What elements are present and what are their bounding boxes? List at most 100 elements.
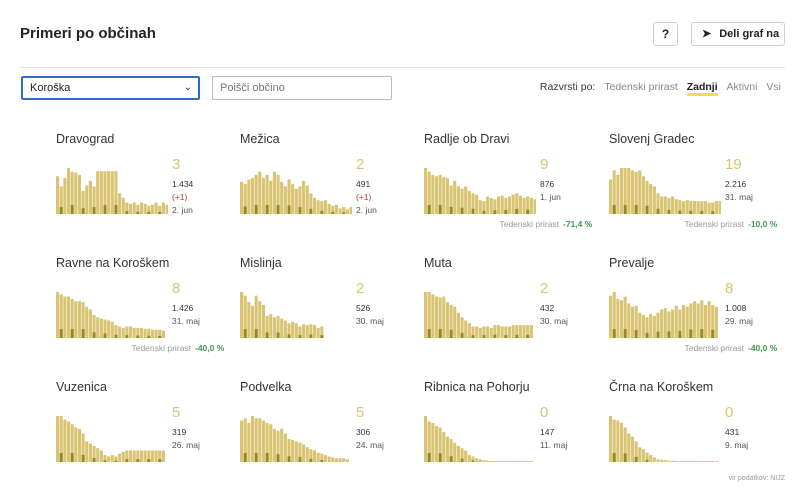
municipality-name: Muta xyxy=(424,256,452,270)
history-bar xyxy=(158,329,162,338)
latest-date: 31. maj xyxy=(172,316,200,326)
history-bar xyxy=(150,450,154,462)
history-bar xyxy=(305,185,309,214)
history-bar xyxy=(500,195,504,214)
history-bar xyxy=(641,315,645,338)
history-bar xyxy=(147,328,151,338)
history-bar xyxy=(110,321,114,338)
history-bar xyxy=(445,436,449,462)
history-bar xyxy=(507,326,512,338)
sort-option-weekly-growth[interactable]: Tedenski prirast xyxy=(604,81,678,93)
history-bar-active-segment xyxy=(449,329,453,338)
history-bar-active-segment xyxy=(243,329,247,338)
region-select-value: Koroška xyxy=(30,82,71,94)
history-bar xyxy=(327,456,331,462)
region-select[interactable]: Koroška ⌄ xyxy=(21,76,200,100)
history-bar xyxy=(442,432,446,462)
history-bar xyxy=(634,441,638,462)
history-bar-active-segment xyxy=(265,205,269,214)
history-bar xyxy=(110,455,114,462)
weekly-growth-label: Tedenski prirast xyxy=(684,219,744,229)
history-bar xyxy=(287,179,291,214)
history-bar-active-segment xyxy=(103,333,107,338)
page-header: Primeri po občinah ? ➤ Deli graf na xyxy=(20,18,785,68)
history-bar-active-segment xyxy=(265,332,269,338)
history-bar-active-segment xyxy=(92,332,96,338)
history-bar xyxy=(88,180,92,214)
history-bar xyxy=(467,323,471,338)
history-bar-active-segment xyxy=(471,335,475,339)
municipality-card[interactable]: Podvelka 5 306 24. maj xyxy=(240,380,415,490)
history-bar xyxy=(56,416,60,462)
history-bar-active-segment xyxy=(623,205,627,214)
history-bar-active-segment xyxy=(623,453,627,463)
history-bar xyxy=(660,309,664,338)
municipality-card[interactable]: Mislinja 2 526 30. maj xyxy=(240,256,415,366)
latest-count: 0 xyxy=(540,404,549,421)
history-bar xyxy=(96,171,100,214)
history-bar xyxy=(703,304,707,338)
history-bar xyxy=(685,306,689,338)
history-bar xyxy=(331,205,335,214)
history-bar-active-segment xyxy=(114,334,118,338)
history-bar xyxy=(696,461,700,462)
history-bar xyxy=(464,450,468,462)
history-bar xyxy=(692,301,697,338)
history-bar xyxy=(700,300,704,338)
total-count: 526 xyxy=(356,303,371,313)
history-bar-active-segment xyxy=(287,456,291,462)
sort-option-latest[interactable]: Zadnji xyxy=(686,81,718,96)
history-bar-active-segment xyxy=(711,211,715,215)
history-bar xyxy=(453,180,457,214)
total-count: 306 xyxy=(356,427,371,437)
history-bar xyxy=(320,326,324,338)
history-bar-active-segment xyxy=(158,211,162,214)
history-bar xyxy=(515,461,519,462)
municipality-card[interactable]: Radlje ob Dravi 9 876 1. jun Tedenski priras… xyxy=(424,132,599,242)
history-bar-active-segment xyxy=(427,329,431,338)
history-bar xyxy=(150,204,154,214)
history-bar xyxy=(456,445,460,462)
history-bar xyxy=(118,326,122,338)
total-count: 876 xyxy=(540,179,555,189)
municipality-card[interactable]: Mežica 2 491 (+1) 2. jun xyxy=(240,132,415,242)
municipality-card[interactable]: Vuzenica 5 319 26. maj xyxy=(56,380,231,490)
history-bar-active-segment xyxy=(667,331,671,338)
municipality-card[interactable]: Črna na Koroškem 0 431 9. maj xyxy=(609,380,784,490)
history-bar xyxy=(518,195,522,214)
history-bar xyxy=(616,174,620,214)
municipality-card[interactable]: Muta 2 432 30. maj xyxy=(424,256,599,366)
sort-option-active[interactable]: Aktivni xyxy=(726,81,758,93)
sort-option-all[interactable]: Vsi xyxy=(766,81,781,93)
municipality-card[interactable]: Ribnica na Pohorju 0 147 11. maj xyxy=(424,380,599,490)
history-bar xyxy=(504,197,508,214)
history-bar xyxy=(66,296,71,338)
history-bar xyxy=(652,186,656,214)
municipality-card[interactable]: Prevalje 8 1.008 29. maj Tedenski prirast -40… xyxy=(609,256,784,366)
history-bar xyxy=(645,452,649,462)
help-button[interactable]: ? xyxy=(653,22,678,46)
history-bar xyxy=(482,460,486,462)
history-bar xyxy=(139,450,144,462)
history-bar xyxy=(309,193,313,214)
history-bar xyxy=(74,172,78,214)
history-bar-active-segment xyxy=(320,459,324,462)
history-bar xyxy=(70,171,74,214)
history-bar-active-segment xyxy=(700,329,704,338)
share-button[interactable]: ➤ Deli graf na xyxy=(691,22,785,46)
municipality-card[interactable]: Ravne na Koroškem 8 1.426 31. maj Tedenski p… xyxy=(56,256,231,366)
history-bar xyxy=(121,451,125,462)
municipality-card[interactable]: Dravograd 3 1.434 (+1) 2. jun xyxy=(56,132,231,242)
latest-date: 1. jun xyxy=(540,192,561,202)
municipality-card[interactable]: Slovenj Gradec 19 2.216 31. maj Tedenski pri… xyxy=(609,132,784,242)
history-bar xyxy=(703,201,707,214)
history-bar-active-segment xyxy=(125,335,129,339)
latest-count: 5 xyxy=(172,404,181,421)
history-bar-active-segment xyxy=(298,457,302,462)
municipality-search-input[interactable] xyxy=(212,76,392,100)
history-bar xyxy=(475,326,479,338)
history-bar-active-segment xyxy=(276,454,280,462)
history-bar xyxy=(316,200,320,214)
history-bar xyxy=(280,428,284,462)
history-bar xyxy=(714,306,718,338)
